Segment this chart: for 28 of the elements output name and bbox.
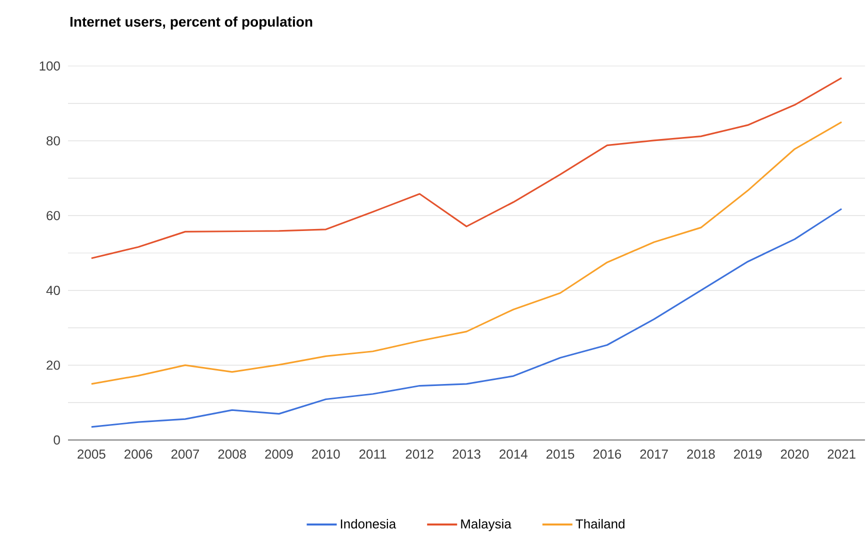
y-tick-label: 20 (46, 360, 60, 370)
x-tick-label: 2008 (218, 450, 246, 459)
x-tick-label: 2019 (734, 450, 762, 459)
y-tick-label: 100 (40, 61, 60, 71)
x-tick-label: 2013 (452, 450, 480, 459)
x-tick-label: 2010 (312, 450, 340, 459)
x-tick-label: 2012 (406, 450, 434, 459)
legend-label: Malaysia (461, 518, 512, 532)
y-tick-label: 80 (46, 136, 60, 146)
x-tick-label: 2005 (78, 450, 106, 459)
x-tick-label: 2007 (171, 450, 200, 459)
x-tick-label: 2021 (828, 450, 856, 459)
y-tick-label: 0 (54, 435, 60, 445)
x-tick-label: 2006 (124, 450, 152, 459)
x-tick-label: 2020 (780, 450, 809, 459)
legend-label: Thailand (576, 518, 624, 529)
x-tick-label: 2015 (546, 450, 574, 459)
chart-title: Internet users, percent of population (70, 16, 312, 30)
x-tick-label: 2017 (640, 450, 668, 459)
legend-label: Indonesia (340, 518, 396, 529)
y-tick-label: 40 (46, 286, 60, 295)
x-tick-label: 2009 (265, 450, 293, 459)
x-tick-label: 2016 (593, 450, 622, 459)
y-tick-label: 60 (46, 210, 60, 220)
line-series (90, 121, 842, 385)
x-tick-label: 2014 (500, 450, 528, 459)
x-tick-label: 2018 (687, 450, 715, 459)
x-tick-label: 2011 (359, 450, 386, 459)
